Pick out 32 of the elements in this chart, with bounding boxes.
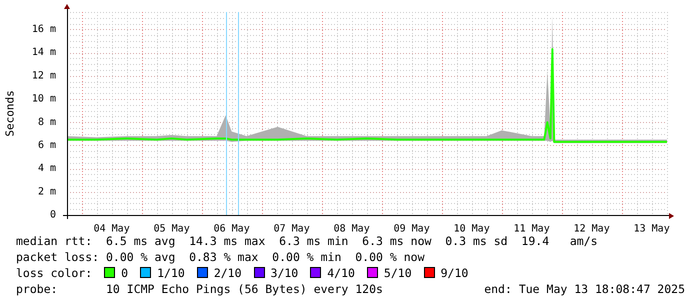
- y-tick-label: 12 m: [32, 70, 56, 82]
- x-tick-label: 05 May: [154, 224, 190, 235]
- x-tick-label: 07 May: [274, 224, 310, 235]
- text: packet loss: 0.00 % avg 0.83 % max 0.00 % min 0.00 % now: [16, 250, 424, 264]
- legend-label: 3/10: [270, 266, 298, 280]
- text: median rtt: 6.5 ms avg 14.3 ms max 6.3 ms min 6.3 ms now 0.3 ms sd 19.4 am/s: [16, 234, 598, 248]
- legend-label: 9/10: [440, 266, 468, 280]
- x-tick-label: 08 May: [334, 224, 370, 235]
- y-tick-label: 6 m: [38, 140, 56, 151]
- legend-label: 4/10: [327, 266, 355, 280]
- x-tick-label: 12 May: [574, 224, 610, 235]
- y-tick-label: 2 m: [38, 186, 56, 198]
- y-tick-label: 16 m: [32, 24, 56, 35]
- x-tick-label: 10 May: [454, 224, 490, 235]
- legend-title: loss color:: [16, 266, 92, 280]
- y-axis-title: Seconds: [3, 90, 16, 137]
- x-tick-label: 13 May: [634, 224, 670, 235]
- x-tick-label: 09 May: [394, 224, 430, 235]
- y-tick-label: 14 m: [32, 47, 56, 58]
- y-tick-label: 4 m: [38, 163, 56, 174]
- legend-label: 5/10: [384, 266, 412, 280]
- x-tick-label: 04 May: [94, 224, 130, 235]
- x-tick-label: 06 May: [214, 224, 250, 235]
- legend-label: 2/10: [214, 266, 242, 280]
- y-tick-label: 10 m: [32, 94, 56, 105]
- legend-label: 0: [121, 266, 128, 280]
- text: probe: 10 ICMP Echo Pings (56 Bytes) every 120s: [16, 282, 383, 296]
- y-tick-label: 0: [50, 210, 56, 221]
- y-tick-label: 8 m: [38, 116, 56, 128]
- legend-label: 1/10: [157, 266, 185, 280]
- x-tick-label: 11 May: [514, 224, 550, 235]
- text: end: Tue May 13 18:08:47 2025: [484, 282, 685, 296]
